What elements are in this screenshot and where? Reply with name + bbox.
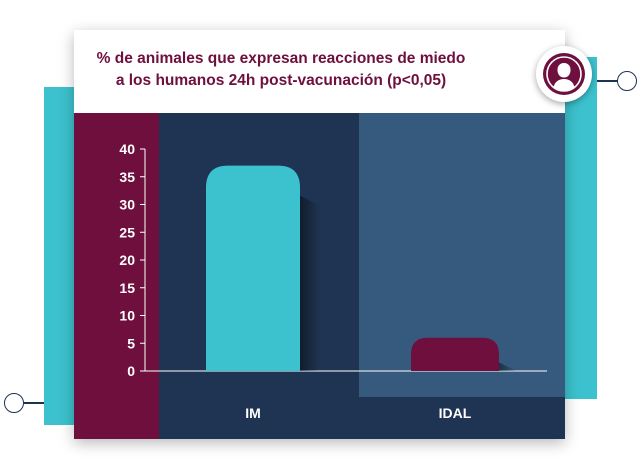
y-axis-panel xyxy=(74,113,159,439)
y-tick-label: 20 xyxy=(119,252,135,268)
category-panel-idal xyxy=(359,113,565,439)
y-tick-label: 0 xyxy=(127,363,135,379)
avatar xyxy=(536,46,592,102)
bar-im xyxy=(206,165,300,371)
bar-chart: 0 5 10 15 20 25 30 35 40 IM IDAL xyxy=(74,113,565,439)
connector-line-right xyxy=(597,80,619,82)
y-tick-label: 25 xyxy=(119,224,135,240)
y-tick-label: 15 xyxy=(119,280,135,296)
connector-dot-left xyxy=(4,393,24,413)
bar-shadow xyxy=(300,195,320,371)
y-tick-label: 40 xyxy=(119,141,135,157)
bar-shadow xyxy=(499,362,519,373)
connector-line-left xyxy=(24,402,44,404)
y-tick-label: 35 xyxy=(119,169,135,185)
chart-title-line-2: a los humanos 24h post-vacunación (p<0,0… xyxy=(115,72,447,89)
category-label-band xyxy=(159,397,565,439)
bar-idal xyxy=(411,337,499,371)
user-silhouette-icon xyxy=(543,53,585,95)
chart-title: % de animales que expresan reacciones de… xyxy=(74,48,488,92)
y-tick-label: 5 xyxy=(127,335,135,351)
chart-title-line-1: % de animales que expresan reacciones de… xyxy=(96,50,466,67)
connector-dot-right xyxy=(617,71,637,91)
x-category-label: IDAL xyxy=(439,405,472,421)
y-tick-label: 30 xyxy=(119,197,135,213)
x-category-label: IM xyxy=(245,405,261,421)
y-tick-label: 10 xyxy=(119,308,135,324)
